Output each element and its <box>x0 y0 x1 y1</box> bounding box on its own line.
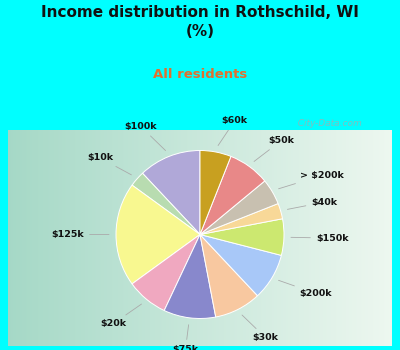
Text: > $200k: > $200k <box>278 171 344 189</box>
Wedge shape <box>200 234 258 317</box>
Text: $100k: $100k <box>125 122 166 150</box>
Wedge shape <box>164 234 216 318</box>
Text: All residents: All residents <box>153 68 247 81</box>
Text: $40k: $40k <box>288 198 338 209</box>
Text: $50k: $50k <box>254 136 294 161</box>
Text: $30k: $30k <box>242 315 279 342</box>
Text: City-Data.com: City-Data.com <box>292 119 362 128</box>
Text: $20k: $20k <box>100 304 142 328</box>
Text: $75k: $75k <box>172 325 198 350</box>
Text: $60k: $60k <box>218 116 248 146</box>
Wedge shape <box>132 234 200 310</box>
Wedge shape <box>116 185 200 284</box>
Wedge shape <box>200 234 281 296</box>
Wedge shape <box>132 173 200 234</box>
Text: $200k: $200k <box>278 280 332 298</box>
Wedge shape <box>200 219 284 256</box>
Text: $150k: $150k <box>291 234 348 243</box>
Text: $125k: $125k <box>51 230 109 239</box>
Wedge shape <box>200 181 278 235</box>
Text: Income distribution in Rothschild, WI
(%): Income distribution in Rothschild, WI (%… <box>41 5 359 39</box>
Wedge shape <box>200 150 231 234</box>
Wedge shape <box>200 204 282 234</box>
Wedge shape <box>142 150 200 234</box>
Wedge shape <box>200 156 265 235</box>
Text: $10k: $10k <box>87 153 131 175</box>
